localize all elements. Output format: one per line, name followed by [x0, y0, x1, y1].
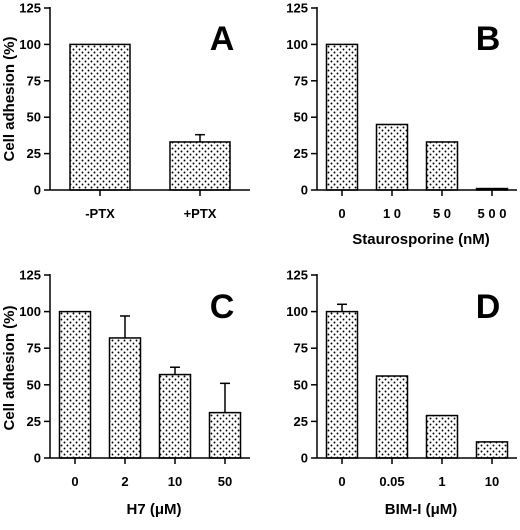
x-tick-label: 5 0 0 — [478, 206, 507, 221]
y-tick-label: 125 — [19, 268, 41, 283]
y-tick-label: 25 — [294, 414, 308, 429]
x-axis-label: H7 (μM) — [126, 501, 181, 518]
y-tick-label: 50 — [27, 110, 41, 125]
y-tick-label: 100 — [19, 37, 41, 52]
panel-label: D — [476, 288, 501, 326]
y-tick-label: 50 — [27, 377, 41, 392]
y-tick-label: 0 — [301, 183, 308, 198]
x-tick-label: 10 — [485, 474, 499, 489]
x-tick-label: 2 — [121, 474, 128, 489]
y-tick-label: 25 — [294, 146, 308, 161]
x-tick-label: 5 0 — [433, 206, 451, 221]
y-tick-label: 100 — [286, 304, 308, 319]
y-tick-label: 125 — [19, 1, 41, 16]
x-tick-label: 1 0 — [383, 206, 401, 221]
panel-label: C — [210, 288, 235, 326]
panel-A: 0 25 50 75 100 125 -PTX +PTX A Cell adhesion (%) — [1, 1, 250, 221]
bar — [325, 43, 359, 191]
x-tick-label: 0 — [71, 474, 78, 489]
y-tick-label: 0 — [34, 183, 41, 198]
x-tick-label: 0.05 — [379, 474, 404, 489]
y-tick-label: 50 — [294, 377, 308, 392]
y-tick-label: 125 — [286, 1, 308, 16]
y-tick-label: 75 — [27, 73, 41, 88]
x-tick-label: 10 — [168, 474, 182, 489]
bar — [108, 337, 142, 459]
y-tick-label: 0 — [34, 451, 41, 466]
bar — [69, 43, 131, 191]
bar — [169, 141, 231, 191]
panel-C: 0 25 50 75 100 125 0 2 10 50 C Cell adhesion (%) H7 … — [1, 268, 250, 518]
bar — [158, 373, 192, 459]
x-tick-label: 50 — [218, 474, 232, 489]
y-axis-label: Cell adhesion (%) — [1, 36, 18, 161]
panel-D: 0 25 50 75 100 125 0 0.05 1 10 D BIM-I (μM) — [286, 268, 517, 518]
y-tick-label: 50 — [294, 110, 308, 125]
bar — [375, 123, 409, 191]
y-tick-label: 75 — [294, 341, 308, 356]
x-tick-label: 1 — [438, 474, 445, 489]
y-tick-label: 0 — [301, 451, 308, 466]
x-axis-label: Staurosporine (nM) — [352, 231, 490, 248]
y-tick-label: 125 — [286, 268, 308, 283]
y-tick-label: 25 — [27, 414, 41, 429]
panel-label: A — [210, 20, 235, 58]
x-tick-label: 0 — [338, 474, 345, 489]
x-tick-label: +PTX — [184, 206, 217, 221]
y-tick-label: 100 — [19, 304, 41, 319]
bar — [425, 414, 459, 459]
y-tick-label: 25 — [27, 146, 41, 161]
x-tick-label: -PTX — [85, 206, 115, 221]
y-tick-label: 75 — [294, 73, 308, 88]
bar — [375, 375, 409, 459]
bar — [425, 141, 459, 191]
bar — [475, 441, 509, 459]
x-tick-label: 0 — [338, 206, 345, 221]
panel-label: B — [476, 20, 501, 58]
y-axis-label: Cell adhesion (%) — [1, 305, 18, 430]
x-axis-label: BIM-I (μM) — [385, 501, 458, 518]
y-tick-label: 100 — [286, 37, 308, 52]
bar — [58, 310, 92, 459]
y-tick-label: 75 — [27, 341, 41, 356]
bar — [325, 310, 359, 459]
bar — [208, 411, 242, 459]
